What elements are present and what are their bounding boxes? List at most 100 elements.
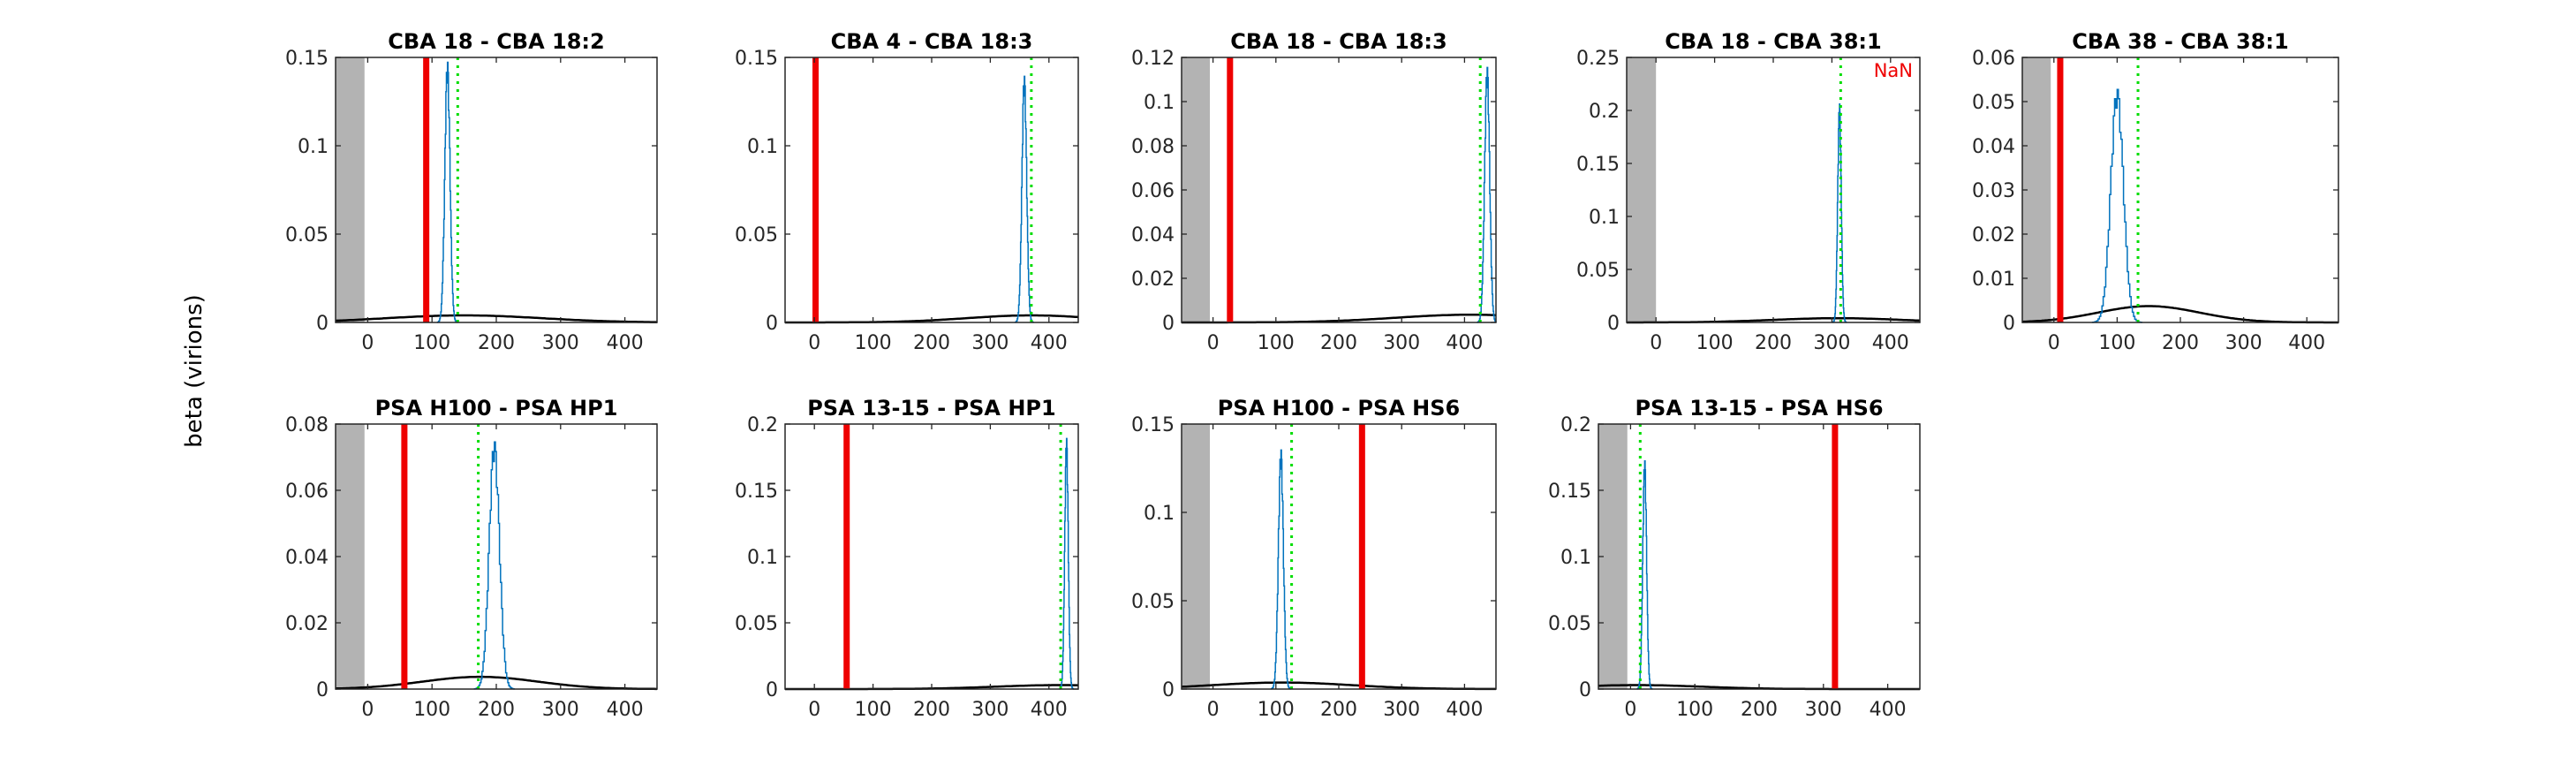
- x-tick-label: 0: [1650, 332, 1662, 354]
- x-tick-label: 200: [1320, 332, 1357, 354]
- posterior-histogram: [436, 61, 458, 323]
- x-tick-label: 400: [607, 332, 644, 354]
- y-tick-label: 0.15: [735, 481, 778, 503]
- y-tick-label: 0.02: [1972, 224, 2015, 246]
- y-tick-label: 0.08: [285, 414, 329, 436]
- x-tick-label: 0: [361, 699, 374, 721]
- plot-area: [1627, 57, 1920, 322]
- y-tick-label: 0.05: [735, 613, 778, 635]
- x-tick-label: 0: [808, 699, 820, 721]
- y-tick-label: 0: [1607, 313, 1620, 335]
- chart-panel: 0 100 200 300 400 0 0.02 0.04 0.06 0.08 0.1 0.12 CBA…: [1131, 29, 1497, 354]
- x-tick-label: 0: [1207, 332, 1220, 354]
- x-tick-label: 200: [478, 699, 515, 721]
- x-tick-label: 100: [1676, 699, 1713, 721]
- x-tick-label: 0: [1624, 699, 1636, 721]
- shaded-region: [1182, 424, 1211, 689]
- y-tick-label: 0.05: [1576, 260, 1620, 282]
- y-tick-label: 0.1: [1144, 92, 1175, 114]
- y-tick-label: 0.1: [298, 136, 329, 158]
- plot-area: [1182, 57, 1496, 322]
- posterior-histogram: [473, 441, 516, 690]
- x-tick-label: 100: [1258, 332, 1295, 354]
- x-tick-label: 300: [1383, 699, 1420, 721]
- prior-curve: [335, 675, 657, 691]
- figure-y-axis-label: beta (virions): [181, 294, 208, 448]
- y-tick-label: 0.04: [285, 547, 329, 569]
- x-tick-label: 400: [607, 699, 644, 721]
- plot-area: [785, 424, 1078, 689]
- x-tick-label: 100: [413, 699, 450, 721]
- y-tick-label: 0.05: [1972, 92, 2015, 114]
- x-tick-label: 200: [478, 332, 515, 354]
- y-tick-label: 0.06: [285, 481, 329, 503]
- y-tick-label: 0.1: [747, 136, 778, 158]
- y-tick-label: 0.02: [285, 613, 329, 635]
- chart-title: CBA 18 - CBA 38:1: [1665, 29, 1881, 54]
- x-tick-label: 400: [1870, 699, 1907, 721]
- x-tick-label: 0: [2048, 332, 2060, 354]
- y-tick-label: 0: [316, 313, 329, 335]
- x-tick-label: 400: [1031, 332, 1068, 354]
- y-tick-label: 0: [1162, 313, 1175, 335]
- nan-annotation: NaN: [1874, 60, 1913, 81]
- y-tick-label: 0: [766, 679, 778, 701]
- x-tick-label: 300: [542, 699, 579, 721]
- chart-panel: 0 100 200 300 400 0 0.01 0.02 0.03 0.04 0.05 0.06 CB…: [1972, 29, 2339, 354]
- x-tick-label: 200: [1741, 699, 1778, 721]
- y-tick-label: 0.04: [1131, 224, 1175, 246]
- chart-title: PSA 13-15 - PSA HP1: [807, 396, 1055, 421]
- y-tick-label: 0.15: [735, 48, 778, 70]
- x-tick-label: 200: [1320, 699, 1357, 721]
- x-tick-label: 100: [1258, 699, 1295, 721]
- x-tick-label: 300: [1383, 332, 1420, 354]
- x-tick-label: 100: [413, 332, 450, 354]
- chart-title: PSA H100 - PSA HP1: [375, 396, 618, 421]
- x-tick-label: 100: [1696, 332, 1734, 354]
- x-tick-label: 300: [1805, 699, 1842, 721]
- x-tick-label: 400: [1446, 699, 1483, 721]
- chart-title: PSA H100 - PSA HS6: [1218, 396, 1461, 421]
- y-tick-label: 0.2: [1589, 101, 1620, 123]
- y-tick-label: 0.1: [747, 547, 778, 569]
- y-tick-label: 0: [2003, 313, 2015, 335]
- x-tick-label: 300: [971, 332, 1008, 354]
- chart-title: PSA 13-15 - PSA HS6: [1635, 396, 1883, 421]
- y-tick-label: 0: [316, 679, 329, 701]
- y-tick-label: 0.08: [1131, 136, 1175, 158]
- chart-panel: 0 100 200 300 400 0 0.05 0.1 0.15 CBA 4 - CBA 18:…: [735, 29, 1079, 354]
- x-tick-label: 200: [913, 332, 950, 354]
- x-tick-label: 0: [1207, 699, 1220, 721]
- x-tick-label: 100: [855, 332, 892, 354]
- x-tick-label: 0: [361, 332, 374, 354]
- y-tick-label: 0.15: [1576, 154, 1620, 176]
- posterior-histogram: [1636, 460, 1653, 690]
- y-tick-label: 0.05: [285, 224, 329, 246]
- y-tick-label: 0: [1579, 679, 1591, 701]
- y-tick-label: 0: [1162, 679, 1175, 701]
- y-tick-label: 0.06: [1131, 180, 1175, 202]
- x-tick-label: 300: [2225, 332, 2262, 354]
- posterior-histogram: [1832, 103, 1847, 323]
- posterior-histogram: [2091, 88, 2142, 323]
- y-tick-label: 0.01: [1972, 269, 2015, 291]
- x-tick-label: 300: [971, 699, 1008, 721]
- y-tick-label: 0.15: [1548, 481, 1591, 503]
- y-tick-label: 0.05: [735, 224, 778, 246]
- y-tick-label: 0: [766, 313, 778, 335]
- y-tick-label: 0.12: [1131, 48, 1175, 70]
- chart-panel: 0 100 200 300 400 0 0.05 0.1 0.15 CBA 18 - CBA 18…: [285, 29, 658, 354]
- y-tick-label: 0.15: [1131, 414, 1175, 436]
- shaded-region: [336, 57, 365, 322]
- y-tick-label: 0.04: [1972, 136, 2015, 158]
- x-tick-label: 0: [808, 332, 820, 354]
- x-tick-label: 400: [2288, 332, 2325, 354]
- x-tick-label: 400: [1872, 332, 1909, 354]
- shaded-region: [1627, 57, 1657, 322]
- chart-panel: 0 100 200 300 400 0 0.05 0.1 0.15 0.2 PSA 13-15 - …: [1548, 396, 1921, 721]
- posterior-histogram: [1270, 449, 1292, 690]
- plot-area: [336, 57, 657, 322]
- y-tick-label: 0.1: [1560, 547, 1591, 569]
- y-tick-label: 0.06: [1972, 48, 2015, 70]
